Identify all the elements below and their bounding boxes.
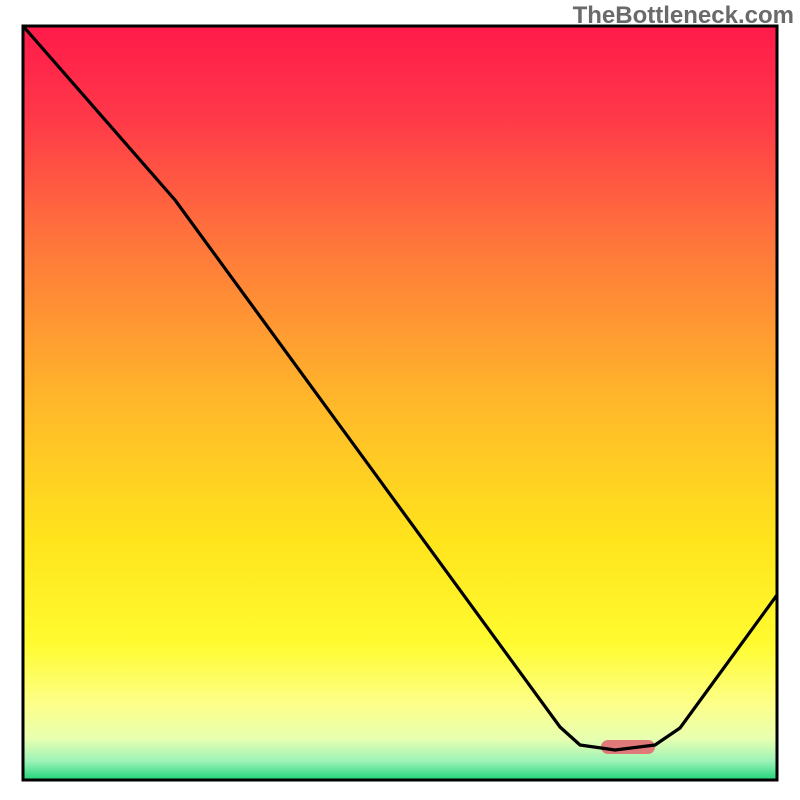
bottleneck-chart bbox=[0, 0, 800, 800]
chart-container: TheBottleneck.com bbox=[0, 0, 800, 800]
plot-background bbox=[23, 26, 777, 780]
watermark-text: TheBottleneck.com bbox=[573, 2, 794, 30]
